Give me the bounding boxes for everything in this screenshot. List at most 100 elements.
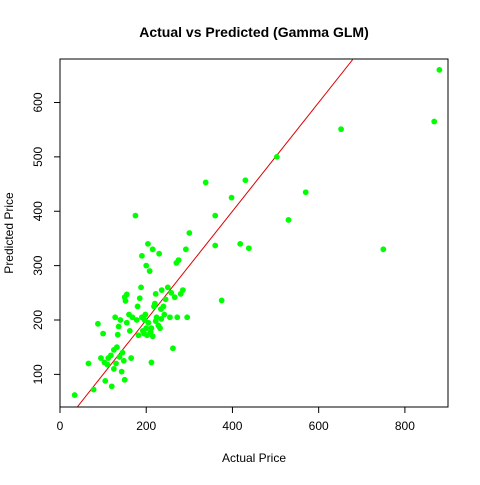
data-point	[123, 319, 130, 326]
data-point	[132, 212, 139, 219]
data-point	[117, 317, 124, 323]
data-point	[168, 289, 175, 296]
data-point	[170, 345, 176, 352]
y-tick-label: 200	[31, 310, 45, 330]
x-tick-label: 400	[222, 419, 242, 433]
y-tick-label: 300	[31, 255, 45, 275]
data-point	[136, 295, 143, 302]
x-axis: 0 200 400 600 800	[57, 406, 415, 433]
x-tick-label: 600	[309, 419, 329, 433]
data-point	[135, 332, 142, 339]
data-point	[338, 126, 344, 133]
data-point	[186, 230, 193, 236]
y-tick-label: 500	[31, 147, 45, 167]
data-point	[184, 314, 191, 321]
data-point	[145, 240, 151, 247]
data-point	[218, 297, 225, 304]
data-point	[160, 303, 167, 310]
data-point	[158, 287, 165, 293]
chart-title: Actual vs Predicted (Gamma GLM)	[139, 24, 369, 40]
data-point	[112, 314, 119, 321]
data-point	[149, 333, 156, 340]
points-layer	[71, 66, 443, 398]
data-point	[116, 354, 123, 360]
data-point	[202, 179, 209, 186]
data-point	[162, 296, 169, 303]
data-point	[161, 311, 168, 318]
data-point	[273, 153, 280, 160]
y-axis-label: Predicted Price	[2, 192, 16, 274]
data-point	[126, 327, 133, 334]
data-point	[436, 66, 443, 73]
data-point	[95, 320, 101, 327]
x-tick-label: 800	[395, 419, 415, 433]
data-point	[123, 291, 130, 298]
data-point	[118, 368, 125, 375]
data-point	[179, 287, 186, 293]
data-point	[148, 325, 155, 332]
data-point	[129, 314, 136, 321]
data-point	[114, 331, 121, 338]
data-point	[134, 303, 141, 310]
data-point	[212, 242, 219, 249]
y-tick-label: 100	[31, 364, 45, 384]
data-point	[142, 311, 149, 318]
data-point	[98, 355, 104, 361]
data-point	[302, 189, 309, 196]
y-tick-label: 600	[31, 92, 45, 112]
data-point	[104, 361, 111, 368]
data-point	[148, 359, 155, 366]
data-point	[128, 355, 135, 361]
data-point	[158, 316, 165, 322]
data-point	[108, 383, 115, 390]
data-point	[110, 366, 117, 372]
data-point	[156, 250, 163, 257]
y-axis: 100 200 300 400 500 600	[31, 92, 61, 384]
data-point	[100, 330, 107, 337]
data-point	[146, 268, 153, 274]
data-point	[149, 246, 156, 253]
data-point	[174, 314, 181, 321]
data-point	[138, 284, 144, 291]
data-point	[71, 392, 78, 398]
data-point	[85, 360, 92, 367]
data-point	[285, 217, 292, 223]
data-point	[237, 240, 244, 247]
x-tick-label: 200	[136, 419, 156, 433]
data-point	[380, 246, 387, 253]
data-point	[121, 376, 128, 383]
reference-line-layer	[76, 59, 354, 407]
data-point	[145, 319, 152, 326]
data-point	[102, 378, 109, 384]
data-point	[242, 177, 249, 184]
data-point	[212, 212, 219, 219]
data-point	[167, 314, 173, 321]
data-point	[120, 357, 127, 364]
data-point	[228, 194, 235, 201]
y-tick-label: 400	[31, 201, 45, 221]
data-point	[119, 349, 126, 356]
data-point	[107, 352, 114, 359]
data-point	[114, 344, 120, 351]
data-point	[139, 252, 145, 259]
data-point	[175, 257, 182, 264]
x-axis-label: Actual Price	[222, 451, 286, 465]
data-point	[151, 300, 158, 307]
identity-reference-line	[76, 59, 354, 407]
data-point	[90, 386, 97, 393]
data-point	[133, 317, 140, 323]
data-point	[122, 298, 129, 304]
x-tick-label: 0	[57, 419, 64, 433]
data-point	[153, 314, 160, 321]
data-point	[171, 294, 178, 301]
data-point	[182, 246, 189, 253]
data-point	[143, 262, 150, 269]
data-point	[113, 360, 119, 367]
data-point	[245, 245, 252, 252]
data-point	[164, 284, 171, 291]
data-point	[152, 291, 159, 297]
data-point	[115, 323, 122, 330]
data-point	[143, 325, 150, 332]
